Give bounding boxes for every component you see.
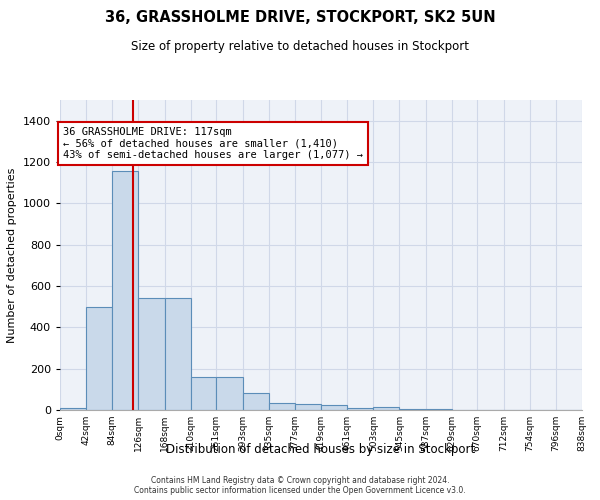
Bar [112, 172, 139, 410]
Bar [217, 377, 242, 410]
Bar [400, 409, 425, 410]
Y-axis label: Number of detached properties: Number of detached properties [7, 168, 17, 342]
Bar [60, 408, 86, 410]
Bar [347, 408, 373, 410]
Bar [295, 404, 321, 410]
Text: 36 GRASSHOLME DRIVE: 117sqm
← 56% of detached houses are smaller (1,410)
43% of : 36 GRASSHOLME DRIVE: 117sqm ← 56% of det… [63, 127, 363, 160]
Bar [321, 405, 347, 410]
Bar [373, 407, 400, 410]
Bar [269, 403, 295, 410]
Text: 36, GRASSHOLME DRIVE, STOCKPORT, SK2 5UN: 36, GRASSHOLME DRIVE, STOCKPORT, SK2 5UN [104, 10, 496, 25]
Bar [191, 377, 217, 410]
Text: Distribution of detached houses by size in Stockport: Distribution of detached houses by size … [166, 442, 476, 456]
Bar [164, 298, 191, 410]
Bar [242, 394, 269, 410]
Text: Contains HM Land Registry data © Crown copyright and database right 2024.
Contai: Contains HM Land Registry data © Crown c… [134, 476, 466, 495]
Bar [86, 306, 112, 410]
Bar [139, 298, 164, 410]
Text: Size of property relative to detached houses in Stockport: Size of property relative to detached ho… [131, 40, 469, 53]
